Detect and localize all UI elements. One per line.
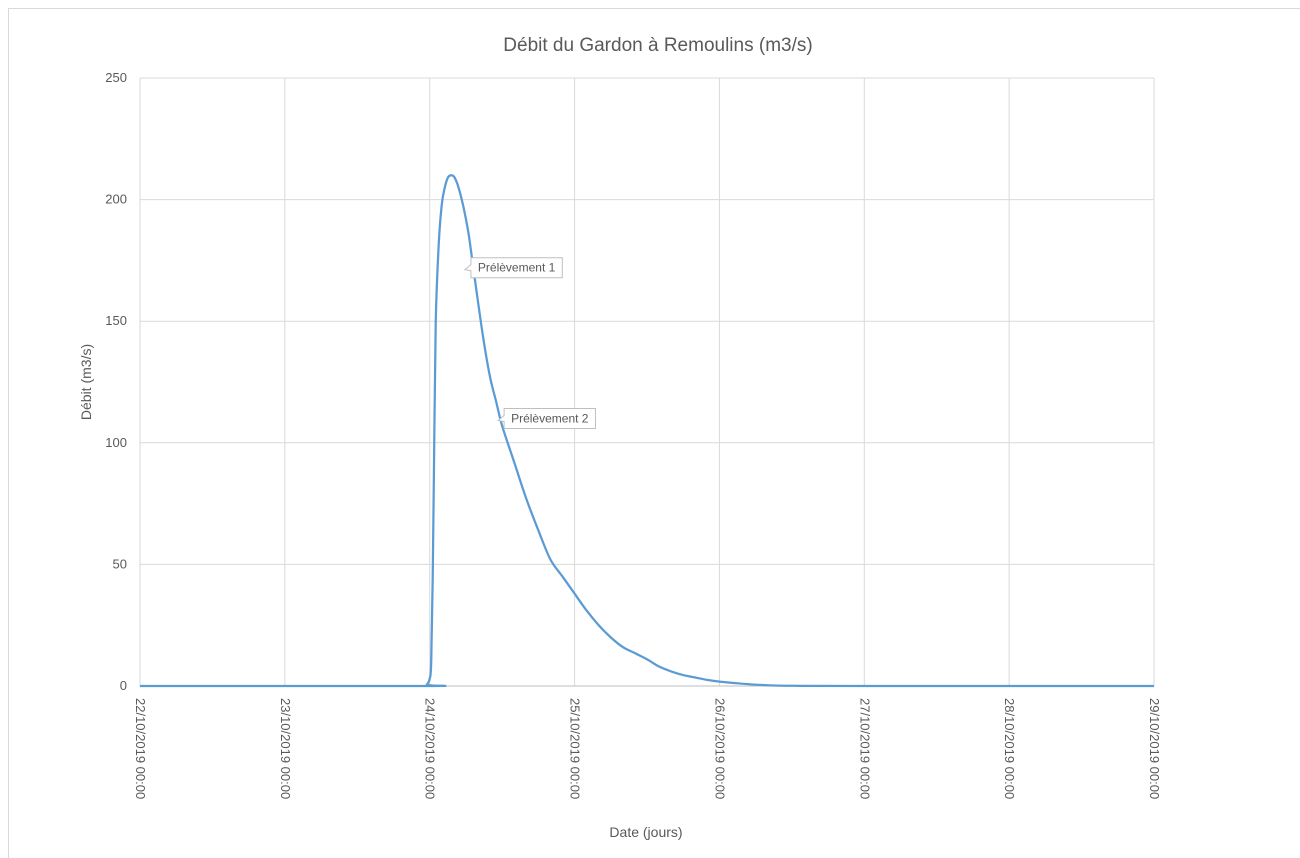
y-tick-label: 50 (113, 556, 127, 571)
x-tick-label: 27/10/2019 00:00 (857, 698, 872, 799)
gridlines (139, 77, 1155, 687)
annotation-box (463, 257, 563, 279)
y-axis-title: Débit (m3/s) (78, 344, 94, 420)
y-tick-label: 200 (105, 192, 127, 207)
series-line (140, 174, 1154, 688)
y-axis-ticks: 0 50 100 150 200 250 (105, 70, 127, 693)
plot-area (140, 174, 1154, 688)
annotation-callout: Prélèvement 2 (496, 407, 596, 429)
x-tick-label: 23/10/2019 00:00 (278, 698, 293, 799)
annotation-label: Prélèvement 1 (478, 261, 556, 275)
x-axis-title: Date (jours) (609, 824, 682, 840)
y-tick-label: 150 (105, 313, 127, 328)
annotation-box (496, 407, 596, 429)
y-tick-label: 100 (105, 435, 127, 450)
y-tick-label: 0 (120, 678, 127, 693)
annotations: Prélèvement 1 Prélèvement 2 (463, 257, 596, 429)
annotation-label: Prélèvement 2 (511, 411, 589, 425)
x-tick-label: 29/10/2019 00:00 (1147, 698, 1162, 799)
x-tick-label: 24/10/2019 00:00 (423, 698, 438, 799)
chart-title: Débit du Gardon à Remoulins (m3/s) (503, 35, 812, 56)
y-tick-label: 250 (105, 70, 127, 85)
x-tick-label: 28/10/2019 00:00 (1002, 698, 1017, 799)
x-tick-label: 26/10/2019 00:00 (712, 698, 727, 799)
annotation-callout: Prélèvement 1 (463, 257, 563, 279)
x-tick-label: 22/10/2019 00:00 (133, 698, 148, 799)
x-tick-label: 25/10/2019 00:00 (568, 698, 583, 799)
x-axis-ticks: 22/10/2019 00:00 23/10/2019 00:00 24/10/20… (133, 698, 1162, 799)
chart-frame (8, 8, 1300, 858)
